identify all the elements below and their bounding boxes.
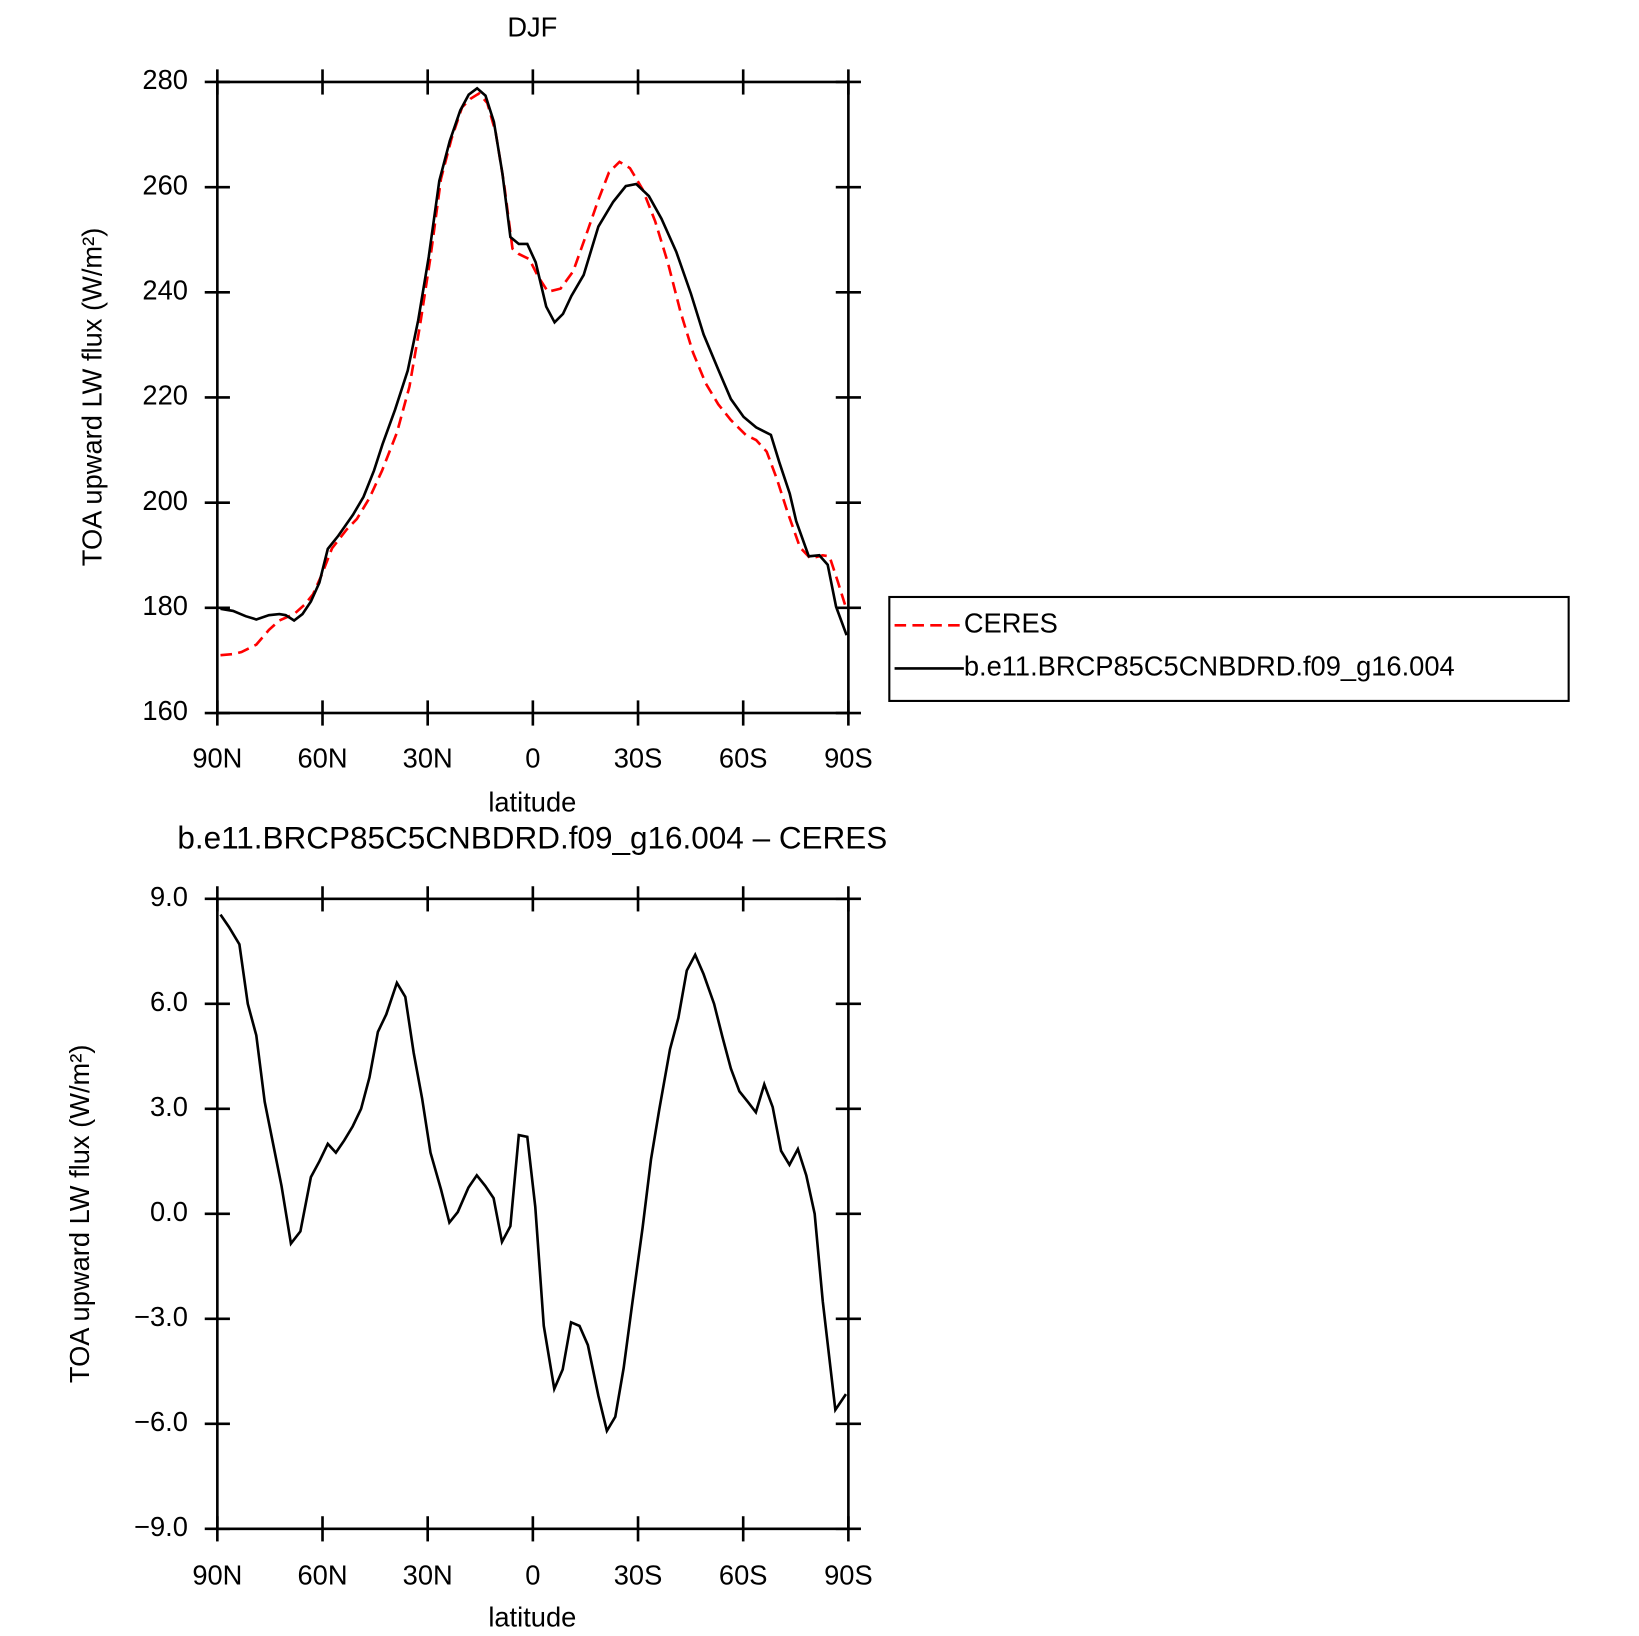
y-tick-label: 180 — [142, 590, 188, 621]
line-series — [220, 91, 848, 657]
y-tick-label: 0.0 — [150, 1196, 188, 1227]
plot-frame — [216, 80, 850, 715]
x-tick-label: 90N — [192, 1559, 242, 1590]
legend-label: CERES — [964, 608, 1058, 639]
y-tick-label: 200 — [142, 485, 188, 516]
plot-frame — [216, 897, 850, 1531]
x-tick-label: 0 — [525, 1559, 540, 1590]
x-tick-label: 30S — [614, 1559, 663, 1590]
line-series — [220, 86, 848, 636]
legend-box — [888, 595, 1570, 702]
x-tick-label: 90S — [824, 742, 873, 773]
x-tick-label: 0 — [525, 742, 540, 773]
y-tick-label: −6.0 — [134, 1406, 188, 1437]
chart-title: b.e11.BRCP85C5CNBDRD.f09_g16.004 – CERES — [177, 819, 887, 855]
x-tick-label: 60N — [297, 742, 347, 773]
x-tick-label: 60S — [719, 1559, 768, 1590]
x-axis-label: latitude — [488, 787, 576, 818]
line-series — [219, 913, 848, 1435]
x-tick-label: 30S — [614, 742, 663, 773]
x-tick-label: 60S — [719, 742, 768, 773]
y-tick-label: 6.0 — [150, 986, 188, 1017]
x-tick-label: 60N — [297, 1559, 347, 1590]
x-axis-label: latitude — [488, 1601, 576, 1632]
y-tick-label: 260 — [142, 169, 188, 200]
x-tick-label: 30N — [403, 1559, 453, 1590]
y-axis-label: TOA upward LW flux (W/m²) — [77, 228, 108, 567]
y-tick-label: 220 — [142, 380, 188, 411]
y-tick-label: −3.0 — [134, 1301, 188, 1332]
legend-label: b.e11.BRCP85C5CNBDRD.f09_g16.004 — [964, 651, 1455, 682]
y-axis-label: TOA upward LW flux (W/m²) — [64, 1045, 95, 1384]
x-tick-label: 90N — [192, 742, 242, 773]
y-tick-label: 280 — [142, 64, 188, 95]
y-tick-label: 240 — [142, 275, 188, 306]
y-tick-label: −9.0 — [134, 1511, 188, 1542]
x-tick-label: 90S — [824, 1559, 873, 1590]
chart-title: DJF — [507, 12, 557, 43]
y-tick-label: 9.0 — [150, 881, 188, 912]
y-tick-label: 160 — [142, 695, 188, 726]
y-tick-label: 3.0 — [150, 1091, 188, 1122]
x-tick-label: 30N — [403, 742, 453, 773]
